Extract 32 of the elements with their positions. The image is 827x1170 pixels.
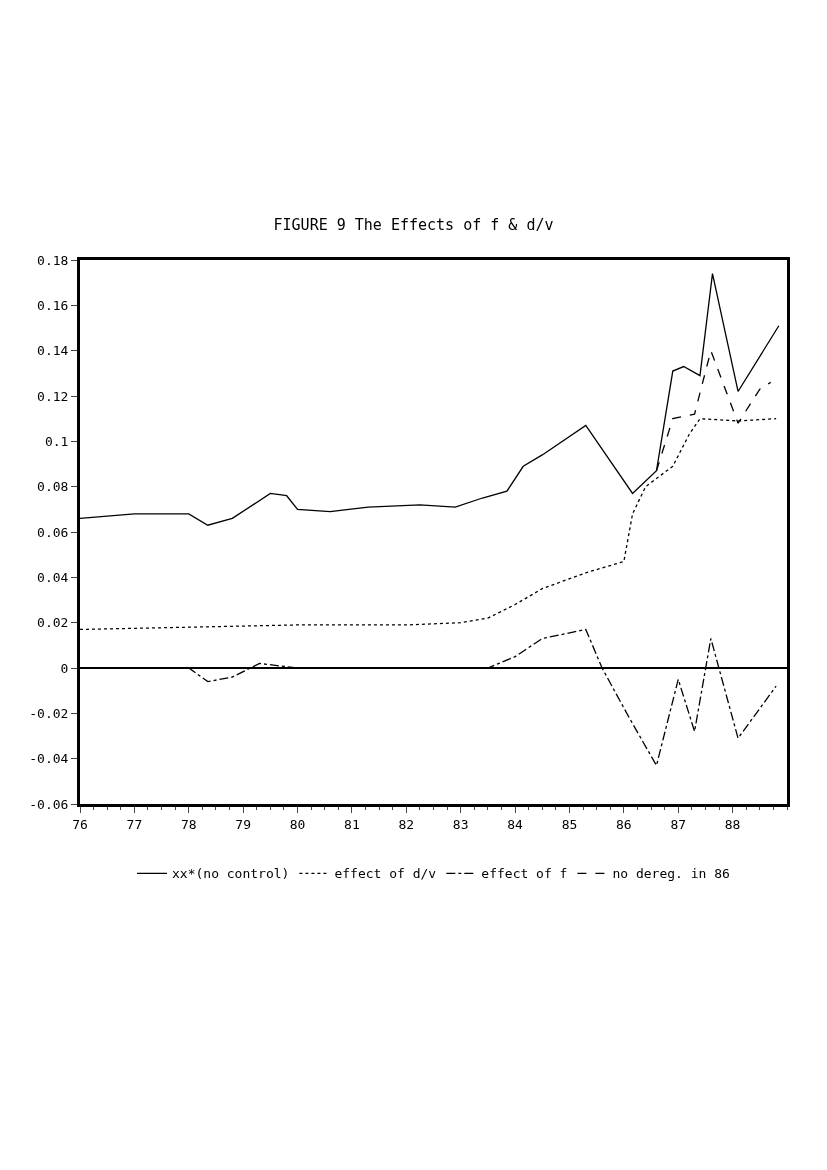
legend-label: effect of f bbox=[481, 866, 568, 882]
y-tick-label: 0.18 bbox=[37, 252, 69, 268]
x-tick-label: 87 bbox=[670, 816, 687, 832]
line-series bbox=[80, 272, 780, 526]
x-tick-label: 88 bbox=[724, 816, 741, 832]
y-tick-label: 0.04 bbox=[37, 569, 69, 585]
x-tick-label: 84 bbox=[507, 816, 524, 832]
x-tick-label: 82 bbox=[398, 816, 415, 832]
x-tick-label: 76 bbox=[72, 816, 88, 832]
legend-label: xx*(no control) bbox=[172, 866, 290, 882]
y-tick-label: -0.04 bbox=[29, 751, 69, 767]
legend-label: no dereg. in 86 bbox=[612, 866, 730, 882]
y-tick-label: 0.08 bbox=[37, 479, 69, 495]
y-tick-label: 0.14 bbox=[37, 343, 69, 359]
x-tick-label: 86 bbox=[616, 816, 632, 832]
x-tick-label: 77 bbox=[126, 816, 143, 832]
x-tick-label: 79 bbox=[235, 816, 251, 832]
x-tick-label: 85 bbox=[561, 816, 578, 832]
x-tick-label: 80 bbox=[289, 816, 306, 832]
y-tick-label: 0.16 bbox=[37, 297, 69, 313]
y-tick-label: 0.12 bbox=[37, 388, 69, 404]
y-tick-label: 0.06 bbox=[37, 524, 69, 540]
chart-title: FIGURE 9 The Effects of f & d/v bbox=[273, 216, 554, 234]
y-tick-label: 0.02 bbox=[37, 615, 69, 631]
x-tick-label: 83 bbox=[452, 816, 469, 832]
y-tick-label: -0.02 bbox=[29, 705, 69, 721]
y-tick-label: -0.06 bbox=[29, 796, 69, 812]
legend-label: effect of d/v bbox=[334, 866, 437, 882]
x-tick-label: 78 bbox=[180, 816, 197, 832]
y-tick-label: 0 bbox=[60, 660, 69, 676]
x-tick-label: 81 bbox=[344, 816, 360, 832]
y-tick-label: 0.1 bbox=[44, 433, 69, 449]
